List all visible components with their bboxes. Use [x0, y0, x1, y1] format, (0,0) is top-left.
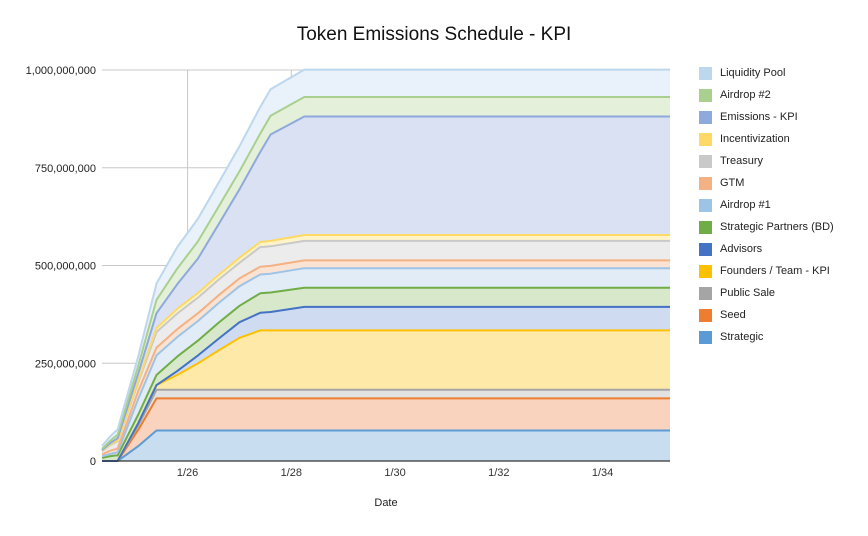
legend-item-seed: Seed: [699, 304, 834, 326]
legend-item-airdrop-2: Airdrop #2: [699, 84, 834, 106]
legend-label: Airdrop #2: [720, 89, 771, 101]
legend-label: Airdrop #1: [720, 199, 771, 211]
x-axis-label: Date: [374, 497, 397, 509]
legend-label: Seed: [720, 309, 746, 321]
x-tick-label: 1/28: [281, 467, 302, 479]
legend-label: Founders / Team - KPI: [720, 265, 830, 277]
y-tick-label: 500,000,000: [35, 261, 96, 273]
y-tick-label: 1,000,000,000: [26, 65, 96, 77]
legend-swatch: [699, 287, 712, 300]
legend-swatch: [699, 243, 712, 256]
legend-swatch: [699, 309, 712, 322]
x-tick-label: 1/32: [488, 467, 509, 479]
legend-item-incentivization: Incentivization: [699, 128, 834, 150]
legend-item-gtm: GTM: [699, 172, 834, 194]
legend-item-founders-team-kpi: Founders / Team - KPI: [699, 260, 834, 282]
legend-swatch: [699, 67, 712, 80]
legend-item-emissions-kpi: Emissions - KPI: [699, 106, 834, 128]
legend-label: GTM: [720, 177, 744, 189]
legend: Liquidity Pool Airdrop #2 Emissions - KPI I…: [699, 62, 834, 348]
legend-item-public-sale: Public Sale: [699, 282, 834, 304]
legend-swatch: [699, 111, 712, 124]
y-tick-label: 0: [90, 456, 96, 468]
legend-label: Liquidity Pool: [720, 67, 785, 79]
legend-swatch: [699, 177, 712, 190]
legend-swatch: [699, 133, 712, 146]
legend-label: Emissions - KPI: [720, 111, 798, 123]
legend-item-liquidity-pool: Liquidity Pool: [699, 62, 834, 84]
legend-label: Strategic Partners (BD): [720, 221, 834, 233]
legend-item-airdrop-1: Airdrop #1: [699, 194, 834, 216]
legend-item-strategic: Strategic: [699, 326, 834, 348]
y-tick-label: 750,000,000: [35, 163, 96, 175]
legend-label: Advisors: [720, 243, 762, 255]
legend-swatch: [699, 331, 712, 344]
area-strategic: [102, 431, 670, 462]
x-tick-label: 1/34: [592, 467, 613, 479]
legend-label: Incentivization: [720, 133, 790, 145]
x-tick-label: 1/30: [384, 467, 405, 479]
legend-item-advisors: Advisors: [699, 238, 834, 260]
legend-item-treasury: Treasury: [699, 150, 834, 172]
legend-item-strategic-partners-bd: Strategic Partners (BD): [699, 216, 834, 238]
legend-swatch: [699, 155, 712, 168]
legend-label: Treasury: [720, 155, 763, 167]
legend-label: Public Sale: [720, 287, 775, 299]
legend-label: Strategic: [720, 331, 763, 343]
legend-swatch: [699, 221, 712, 234]
legend-swatch: [699, 199, 712, 212]
legend-swatch: [699, 89, 712, 102]
x-tick-label: 1/26: [177, 467, 198, 479]
legend-swatch: [699, 265, 712, 278]
y-tick-label: 250,000,000: [35, 358, 96, 370]
